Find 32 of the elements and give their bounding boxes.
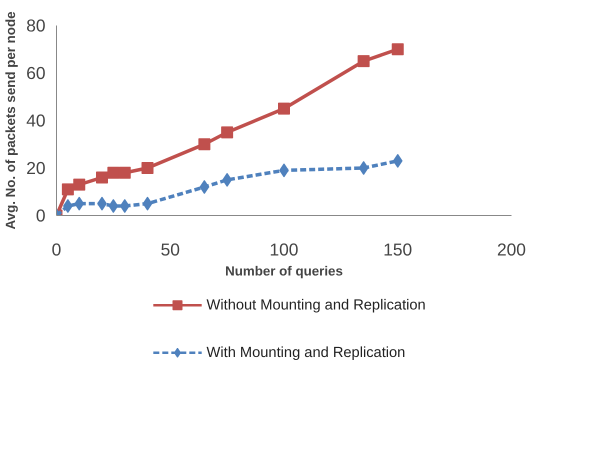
y-tick-label: 80 <box>26 16 46 36</box>
point <box>108 199 118 213</box>
x-tick-label: 150 <box>383 240 412 260</box>
legend-label: With Mounting and Replication <box>206 344 406 361</box>
x-axis-title: Number of queries <box>225 264 343 278</box>
x-tick-label: 50 <box>160 240 180 260</box>
point <box>63 199 73 213</box>
point <box>74 196 84 211</box>
point <box>358 55 370 68</box>
point <box>278 102 290 115</box>
point <box>221 126 234 138</box>
point <box>200 180 210 194</box>
point <box>358 161 368 175</box>
y-axis-title: Avg. No. of packets send per node <box>3 12 18 230</box>
point <box>62 183 74 196</box>
point <box>142 162 154 174</box>
point <box>107 166 120 179</box>
point <box>118 166 131 179</box>
y-tick-label: 60 <box>26 63 46 83</box>
point <box>198 138 210 150</box>
x-tick-label: 200 <box>497 240 526 260</box>
y-tick-label: 20 <box>26 158 46 178</box>
y-tick-label: 40 <box>26 110 46 130</box>
point <box>392 43 404 56</box>
x-tick-label: 0 <box>52 240 62 260</box>
point <box>96 172 108 184</box>
point <box>392 154 403 168</box>
point <box>73 178 86 191</box>
point <box>120 199 130 213</box>
x-tick-label: 100 <box>270 240 298 260</box>
y-tick-label: 0 <box>36 206 46 226</box>
legend-label: Without Mounting and Replication <box>206 297 426 314</box>
